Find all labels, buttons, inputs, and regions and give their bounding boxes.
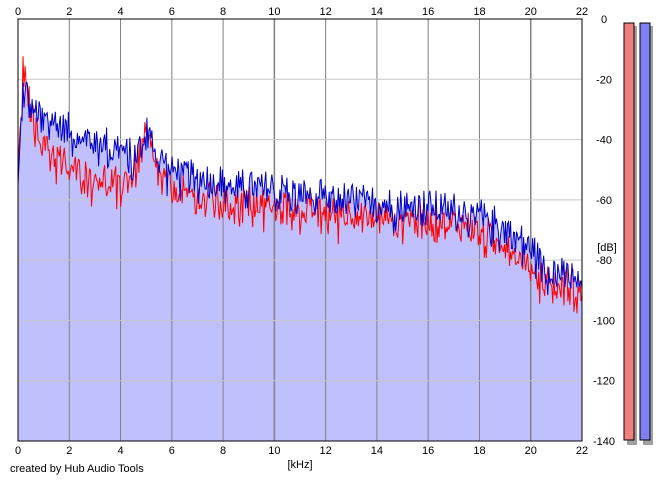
x-tick-label-top: 4 bbox=[117, 6, 123, 18]
x-tick-label-top: 0 bbox=[15, 6, 21, 18]
plot-frame bbox=[17, 18, 583, 442]
x-tick-label-bottom: 4 bbox=[117, 445, 123, 457]
y-tick-labels: 0 -20 -40 -60 -80 -100 -120 -140 bbox=[593, 14, 615, 448]
series-line-1 bbox=[17, 81, 583, 296]
x-tick-label-bottom: 18 bbox=[473, 445, 485, 457]
level-meter-2 bbox=[639, 22, 651, 441]
x-tick-label-bottom: 12 bbox=[320, 445, 332, 457]
x-tick-label-top: 10 bbox=[268, 6, 280, 18]
y-axis-label: [dB] bbox=[597, 242, 617, 254]
x-axis-label: [kHz] bbox=[287, 459, 312, 471]
x-tick-labels-top: 0 2 4 6 8 10 12 14 16 18 20 22 bbox=[15, 6, 588, 18]
x-tick-label-top: 2 bbox=[66, 6, 72, 18]
spectrum-fill bbox=[18, 82, 582, 441]
x-tick-label-bottom: 22 bbox=[576, 445, 588, 457]
y-tick-label: -140 bbox=[593, 436, 615, 448]
y-tick-label: 0 bbox=[601, 14, 607, 26]
x-tick-label-bottom: 14 bbox=[371, 445, 383, 457]
x-tick-label-bottom: 10 bbox=[268, 445, 280, 457]
spectrum-fill-area bbox=[18, 82, 582, 441]
x-tick-label-top: 14 bbox=[371, 6, 383, 18]
x-tick-labels-bottom: 0 2 4 6 8 10 12 14 16 18 20 22 bbox=[15, 445, 588, 457]
series-line-2 bbox=[17, 56, 583, 314]
x-tick-label-top: 6 bbox=[169, 6, 175, 18]
x-tick-label-top: 16 bbox=[422, 6, 434, 18]
x-tick-label-top: 18 bbox=[473, 6, 485, 18]
x-tick-label-bottom: 16 bbox=[422, 445, 434, 457]
x-tick-label-bottom: 20 bbox=[525, 445, 537, 457]
series-lines bbox=[17, 56, 583, 314]
x-tick-label-bottom: 8 bbox=[220, 445, 226, 457]
x-tick-label-top: 12 bbox=[320, 6, 332, 18]
x-tick-label-top: 8 bbox=[220, 6, 226, 18]
level-meters bbox=[623, 22, 653, 445]
x-tick-label-top: 22 bbox=[576, 6, 588, 18]
x-tick-label-bottom: 2 bbox=[66, 445, 72, 457]
y-tick-label: -100 bbox=[593, 315, 615, 327]
y-tick-label: -60 bbox=[596, 195, 612, 207]
y-tick-label: -40 bbox=[596, 135, 612, 147]
y-tick-label: -120 bbox=[593, 376, 615, 388]
x-tick-label-bottom: 0 bbox=[15, 445, 21, 457]
y-tick-label: -80 bbox=[596, 255, 612, 267]
credit-text: created by Hub Audio Tools bbox=[10, 463, 144, 475]
x-tick-label-bottom: 6 bbox=[169, 445, 175, 457]
x-tick-label-top: 20 bbox=[525, 6, 537, 18]
y-tick-label: -20 bbox=[596, 74, 612, 86]
level-meter-1 bbox=[623, 22, 635, 441]
